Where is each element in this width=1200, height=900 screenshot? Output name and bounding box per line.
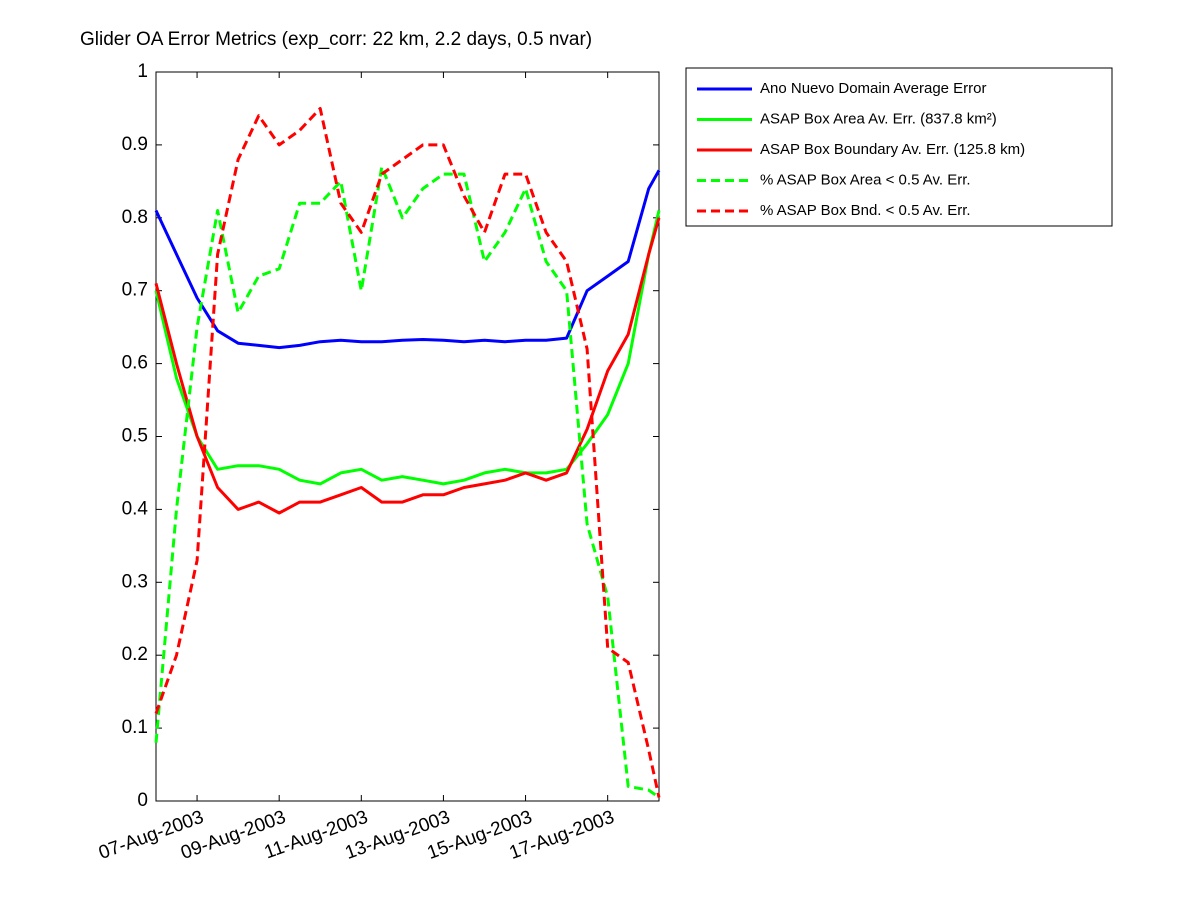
series-line: [154, 107, 661, 798]
legend-label: % ASAP Box Area < 0.5 Av. Err.: [760, 171, 971, 188]
legend-label: Ano Nuevo Domain Average Error: [760, 80, 987, 97]
y-tick-label: 0.2: [122, 644, 148, 665]
series-line: [154, 165, 660, 799]
plot-area: [155, 71, 660, 802]
y-tick-label: 0.8: [122, 207, 148, 228]
y-tick-label: 0: [137, 790, 148, 811]
legend-label: % ASAP Box Bnd. < 0.5 Av. Err.: [760, 202, 971, 219]
series-line: [154, 169, 661, 350]
y-tick-label: 0.5: [122, 426, 148, 447]
legend-label: ASAP Box Area Av. Err. (837.8 km²): [760, 110, 997, 127]
y-tick-label: 0.1: [122, 717, 148, 738]
series-line: [154, 210, 661, 486]
series-line: [154, 217, 661, 515]
y-tick-label: 0.3: [122, 571, 148, 592]
y-tick-label: 1: [137, 61, 148, 82]
y-tick-label: 0.9: [122, 134, 148, 155]
legend-box: [685, 67, 1113, 227]
chart-title: Glider OA Error Metrics (exp_corr: 22 km…: [80, 29, 592, 50]
y-tick-label: 0.7: [122, 280, 148, 301]
y-tick-label: 0.6: [122, 353, 148, 374]
legend-label: ASAP Box Boundary Av. Err. (125.8 km): [760, 141, 1025, 158]
y-tick-label: 0.4: [122, 498, 149, 519]
